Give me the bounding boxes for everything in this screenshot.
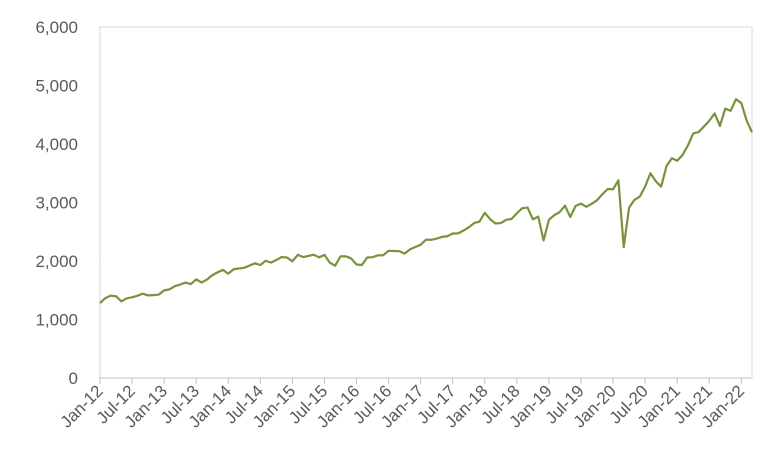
plot-frame: [99, 26, 753, 379]
y-tick-label: 4,000: [35, 135, 78, 154]
line-series: [99, 98, 754, 304]
y-tick-label: 0: [69, 369, 78, 388]
y-tick-label: 1,000: [35, 311, 78, 330]
y-tick-label: 6,000: [35, 18, 78, 37]
y-tick-label: 2,000: [35, 252, 78, 271]
y-tick-label: 3,000: [35, 194, 78, 213]
y-tick-label: 5,000: [35, 77, 78, 96]
